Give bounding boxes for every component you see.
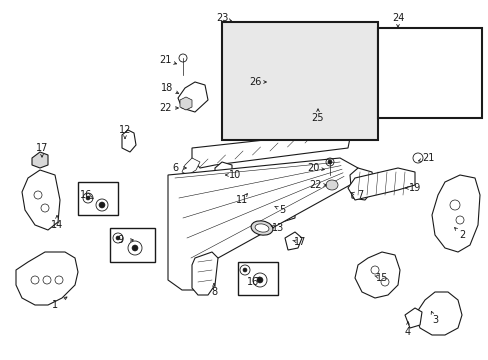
Text: 9: 9 bbox=[117, 235, 123, 245]
Text: 21: 21 bbox=[159, 55, 171, 65]
Ellipse shape bbox=[250, 221, 272, 235]
Polygon shape bbox=[192, 252, 218, 295]
Text: 12: 12 bbox=[119, 125, 131, 135]
Text: 3: 3 bbox=[431, 315, 437, 325]
Polygon shape bbox=[247, 185, 262, 208]
Text: 17: 17 bbox=[293, 237, 305, 247]
Text: 1: 1 bbox=[52, 300, 58, 310]
Text: 25: 25 bbox=[311, 113, 324, 123]
Circle shape bbox=[86, 196, 90, 200]
Polygon shape bbox=[414, 292, 461, 335]
Polygon shape bbox=[381, 48, 473, 88]
Text: 18: 18 bbox=[161, 83, 173, 93]
Polygon shape bbox=[122, 130, 136, 152]
Text: 22: 22 bbox=[308, 180, 321, 190]
Polygon shape bbox=[354, 252, 399, 298]
Text: 2: 2 bbox=[458, 230, 464, 240]
Ellipse shape bbox=[325, 180, 337, 190]
Polygon shape bbox=[431, 175, 479, 252]
Polygon shape bbox=[168, 158, 357, 290]
Polygon shape bbox=[347, 168, 414, 200]
Circle shape bbox=[355, 40, 359, 44]
Bar bbox=[238, 262, 278, 295]
Ellipse shape bbox=[255, 224, 268, 232]
Text: 7: 7 bbox=[356, 190, 363, 200]
Circle shape bbox=[327, 160, 331, 164]
Circle shape bbox=[315, 110, 319, 114]
Polygon shape bbox=[285, 232, 302, 250]
Polygon shape bbox=[180, 97, 192, 110]
Polygon shape bbox=[182, 158, 200, 175]
Text: 17: 17 bbox=[36, 143, 48, 153]
Circle shape bbox=[116, 236, 120, 240]
Circle shape bbox=[257, 277, 263, 283]
Polygon shape bbox=[229, 30, 367, 75]
Polygon shape bbox=[16, 252, 78, 305]
Polygon shape bbox=[257, 80, 273, 92]
Circle shape bbox=[243, 268, 246, 272]
Text: 8: 8 bbox=[210, 287, 217, 297]
Bar bbox=[377, 28, 481, 118]
Polygon shape bbox=[349, 168, 374, 200]
Bar bbox=[222, 22, 377, 140]
Text: 20: 20 bbox=[306, 163, 319, 173]
Polygon shape bbox=[215, 162, 231, 178]
Text: 11: 11 bbox=[235, 195, 247, 205]
Circle shape bbox=[459, 86, 463, 90]
Text: 16: 16 bbox=[80, 190, 92, 200]
Circle shape bbox=[132, 245, 138, 251]
Text: 6: 6 bbox=[172, 163, 178, 173]
Bar bbox=[78, 182, 118, 215]
Polygon shape bbox=[192, 132, 349, 168]
Circle shape bbox=[407, 40, 411, 44]
Text: 5: 5 bbox=[278, 205, 285, 215]
Text: 26: 26 bbox=[248, 77, 261, 87]
Text: 19: 19 bbox=[408, 183, 420, 193]
Text: 13: 13 bbox=[271, 223, 284, 233]
Polygon shape bbox=[32, 152, 48, 168]
Polygon shape bbox=[271, 195, 294, 222]
Text: 16: 16 bbox=[246, 277, 259, 287]
Text: 15: 15 bbox=[375, 273, 387, 283]
Text: 21: 21 bbox=[421, 153, 433, 163]
Bar bbox=[110, 228, 155, 262]
Polygon shape bbox=[404, 308, 421, 328]
Polygon shape bbox=[178, 82, 207, 112]
Circle shape bbox=[99, 202, 105, 208]
Text: 10: 10 bbox=[228, 170, 241, 180]
Text: 4: 4 bbox=[404, 327, 410, 337]
Polygon shape bbox=[22, 170, 60, 230]
Text: 22: 22 bbox=[159, 103, 171, 113]
Text: 23: 23 bbox=[215, 13, 228, 23]
Text: 14: 14 bbox=[51, 220, 63, 230]
Text: 24: 24 bbox=[391, 13, 404, 23]
